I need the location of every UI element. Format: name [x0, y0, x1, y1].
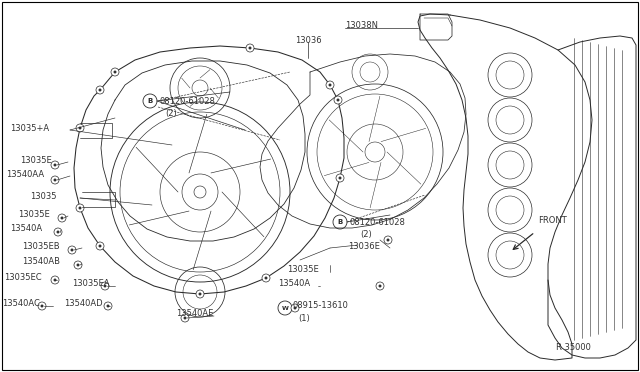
Circle shape	[41, 305, 44, 307]
Circle shape	[68, 246, 76, 254]
Text: 13038N: 13038N	[345, 20, 378, 29]
Circle shape	[114, 71, 116, 73]
Circle shape	[99, 245, 101, 247]
Circle shape	[291, 304, 299, 312]
Circle shape	[336, 174, 344, 182]
Circle shape	[104, 285, 106, 287]
Text: 08120-61028: 08120-61028	[350, 218, 406, 227]
Circle shape	[74, 261, 82, 269]
Text: (2): (2)	[360, 230, 372, 238]
Text: (1): (1)	[298, 314, 310, 323]
Circle shape	[196, 290, 204, 298]
Circle shape	[54, 228, 62, 236]
Circle shape	[51, 161, 59, 169]
Circle shape	[107, 305, 109, 307]
Circle shape	[294, 307, 296, 309]
Text: B: B	[147, 98, 152, 104]
Circle shape	[376, 282, 384, 290]
Circle shape	[54, 164, 56, 166]
Circle shape	[61, 217, 63, 219]
Circle shape	[77, 264, 79, 266]
Text: 13036E: 13036E	[348, 241, 380, 250]
Text: 13035: 13035	[30, 192, 56, 201]
Circle shape	[111, 68, 119, 76]
Circle shape	[246, 44, 254, 52]
Text: W: W	[282, 305, 289, 311]
Circle shape	[334, 96, 342, 104]
Text: 13540AC: 13540AC	[2, 299, 40, 308]
Circle shape	[265, 277, 267, 279]
Circle shape	[387, 239, 389, 241]
Text: 13035EC: 13035EC	[4, 273, 42, 282]
Text: R 35000: R 35000	[556, 343, 591, 353]
Text: 13540A: 13540A	[278, 279, 310, 289]
Circle shape	[71, 249, 73, 251]
Circle shape	[79, 207, 81, 209]
Circle shape	[326, 81, 334, 89]
Circle shape	[58, 214, 66, 222]
Text: 13540AE: 13540AE	[176, 310, 213, 318]
Circle shape	[38, 302, 46, 310]
Circle shape	[101, 282, 109, 290]
Text: 13540A: 13540A	[10, 224, 42, 232]
Text: 13540AA: 13540AA	[6, 170, 44, 179]
Text: 13036: 13036	[295, 35, 322, 45]
Text: 08915-13610: 08915-13610	[293, 301, 349, 311]
Circle shape	[79, 127, 81, 129]
Text: 13540AD: 13540AD	[64, 299, 102, 308]
Text: 13540AB: 13540AB	[22, 257, 60, 266]
Circle shape	[54, 179, 56, 181]
Circle shape	[199, 293, 201, 295]
Text: 13035EA: 13035EA	[72, 279, 109, 289]
Text: 13035E: 13035E	[287, 266, 319, 275]
Circle shape	[184, 317, 186, 319]
Circle shape	[96, 242, 104, 250]
Text: 08120-61028: 08120-61028	[160, 96, 216, 106]
Text: 13035E: 13035E	[20, 155, 52, 164]
Circle shape	[181, 314, 189, 322]
Text: 13035+A: 13035+A	[10, 124, 49, 132]
Circle shape	[329, 84, 332, 86]
Circle shape	[51, 276, 59, 284]
Text: (2): (2)	[165, 109, 177, 118]
Circle shape	[104, 302, 112, 310]
Circle shape	[76, 204, 84, 212]
Circle shape	[339, 177, 341, 179]
Circle shape	[262, 274, 270, 282]
Text: 13035EB: 13035EB	[22, 241, 60, 250]
Circle shape	[249, 47, 251, 49]
Circle shape	[54, 279, 56, 281]
Circle shape	[57, 231, 60, 233]
Text: B: B	[337, 219, 342, 225]
Circle shape	[337, 99, 339, 101]
Circle shape	[99, 89, 101, 91]
Circle shape	[76, 124, 84, 132]
Circle shape	[96, 86, 104, 94]
Text: FRONT: FRONT	[538, 215, 567, 224]
Text: 13035E: 13035E	[18, 209, 50, 218]
Circle shape	[379, 285, 381, 287]
Circle shape	[384, 236, 392, 244]
Circle shape	[51, 176, 59, 184]
